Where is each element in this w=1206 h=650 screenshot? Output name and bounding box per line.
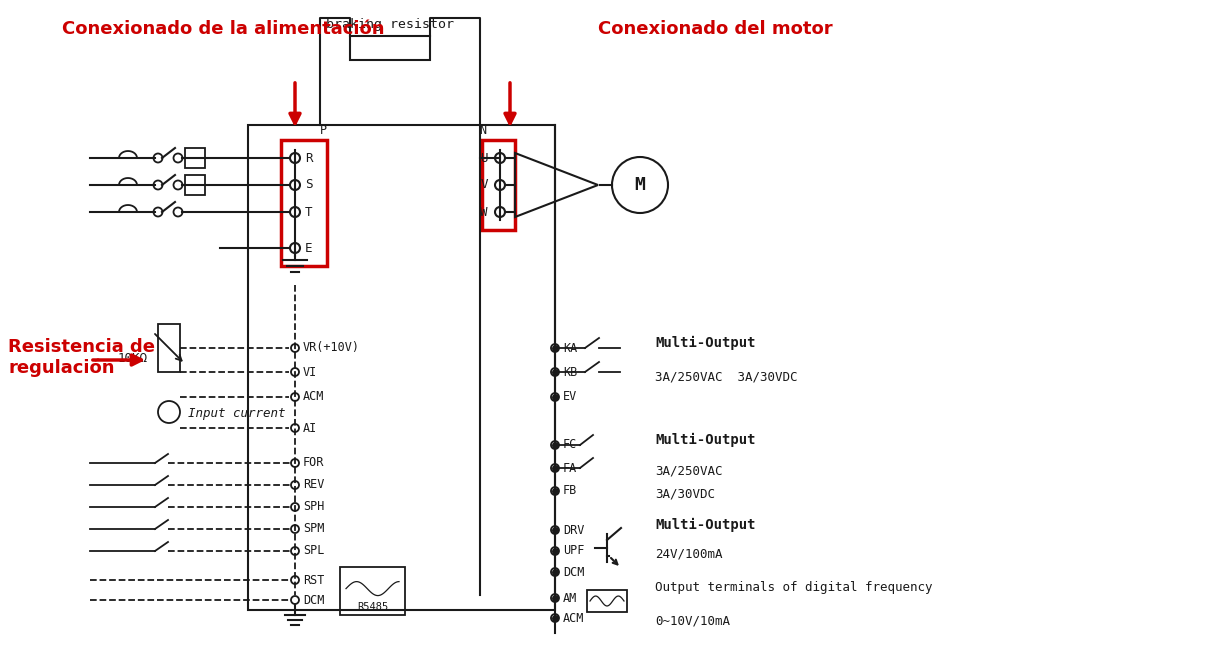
Text: Multi-Output: Multi-Output bbox=[655, 518, 755, 532]
Text: Multi-Output: Multi-Output bbox=[655, 433, 755, 447]
Text: FB: FB bbox=[563, 484, 578, 497]
Text: 10KΩ: 10KΩ bbox=[118, 352, 148, 365]
Text: 3A/250VAC  3A/30VDC: 3A/250VAC 3A/30VDC bbox=[655, 370, 797, 383]
Text: V: V bbox=[480, 179, 488, 192]
Text: KB: KB bbox=[563, 365, 578, 378]
Text: T: T bbox=[305, 205, 312, 218]
Text: N: N bbox=[480, 125, 486, 138]
Text: E: E bbox=[305, 242, 312, 255]
Text: U: U bbox=[480, 151, 488, 164]
Text: Conexionado de la alimentación: Conexionado de la alimentación bbox=[62, 20, 385, 38]
Text: FC: FC bbox=[563, 439, 578, 452]
Text: SPM: SPM bbox=[303, 523, 324, 536]
Text: Multi-Output: Multi-Output bbox=[655, 336, 755, 350]
Text: AM: AM bbox=[563, 592, 578, 604]
Text: 3A/250VAC: 3A/250VAC bbox=[655, 465, 722, 478]
Text: SPH: SPH bbox=[303, 500, 324, 514]
Text: VI: VI bbox=[303, 365, 317, 378]
Text: VR(+10V): VR(+10V) bbox=[303, 341, 361, 354]
Text: Input current: Input current bbox=[187, 408, 285, 421]
Text: ACM: ACM bbox=[563, 612, 585, 625]
Text: FA: FA bbox=[563, 462, 578, 474]
Text: REV: REV bbox=[303, 478, 324, 491]
Text: Conexionado del motor: Conexionado del motor bbox=[598, 20, 832, 38]
Text: UPF: UPF bbox=[563, 545, 585, 558]
Text: EV: EV bbox=[563, 391, 578, 404]
Text: DCM: DCM bbox=[563, 566, 585, 578]
Text: Resistencia de
regulación: Resistencia de regulación bbox=[8, 338, 156, 378]
Text: braking resistor: braking resistor bbox=[326, 18, 453, 31]
Text: ACM: ACM bbox=[303, 391, 324, 404]
Text: FOR: FOR bbox=[303, 456, 324, 469]
Text: S: S bbox=[305, 179, 312, 192]
Text: KA: KA bbox=[563, 341, 578, 354]
Text: R5485: R5485 bbox=[357, 602, 388, 612]
Text: SPL: SPL bbox=[303, 545, 324, 558]
Text: 3A/30VDC: 3A/30VDC bbox=[655, 488, 715, 500]
Text: Output terminals of digital frequency: Output terminals of digital frequency bbox=[655, 582, 932, 595]
Text: R: R bbox=[305, 151, 312, 164]
Text: DCM: DCM bbox=[303, 593, 324, 606]
Text: RST: RST bbox=[303, 573, 324, 586]
Text: P: P bbox=[320, 125, 327, 138]
Text: 24V/100mA: 24V/100mA bbox=[655, 547, 722, 560]
Text: AI: AI bbox=[303, 421, 317, 434]
Text: 0~10V/10mA: 0~10V/10mA bbox=[655, 614, 730, 627]
Text: M: M bbox=[634, 176, 645, 194]
Text: DRV: DRV bbox=[563, 523, 585, 536]
Text: W: W bbox=[480, 205, 488, 218]
